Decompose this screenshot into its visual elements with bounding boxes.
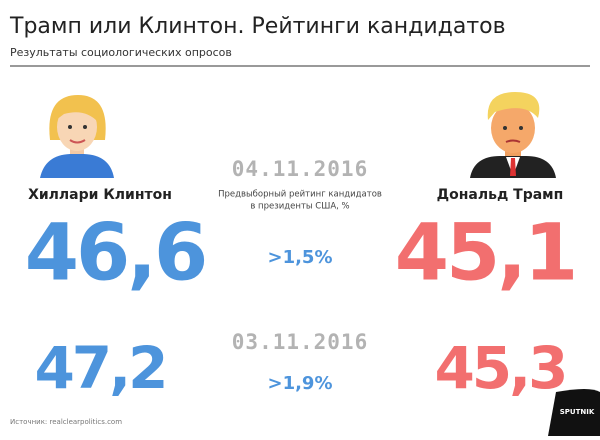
- source: Источник: realclearpolitics.com: [10, 418, 122, 426]
- clinton-avatar: [40, 95, 114, 178]
- poll-date: 03.11.2016: [232, 330, 368, 354]
- lead: >1,9%: [267, 373, 332, 394]
- candidate-name: Хиллари Клинтон: [28, 187, 172, 203]
- rating: 47,2: [34, 334, 165, 402]
- logo: SPUTNIK: [560, 408, 595, 416]
- lead: >1,5%: [267, 247, 332, 268]
- rating: 46,6: [25, 208, 205, 298]
- subtitle: Результаты социологических опросов: [10, 46, 232, 59]
- trump-avatar: [470, 92, 556, 178]
- logo-shape: [548, 389, 600, 436]
- rating: 45,3: [434, 334, 565, 402]
- caption: в президенты США, %: [250, 202, 349, 212]
- rating: 45,1: [395, 208, 575, 298]
- title: Трамп или Клинтон. Рейтинги кандидатов: [9, 14, 506, 39]
- candidate-name: Дональд Трамп: [437, 187, 564, 203]
- caption: Предвыборный рейтинг кандидатов: [218, 190, 382, 200]
- poll-date: 04.11.2016: [232, 157, 368, 181]
